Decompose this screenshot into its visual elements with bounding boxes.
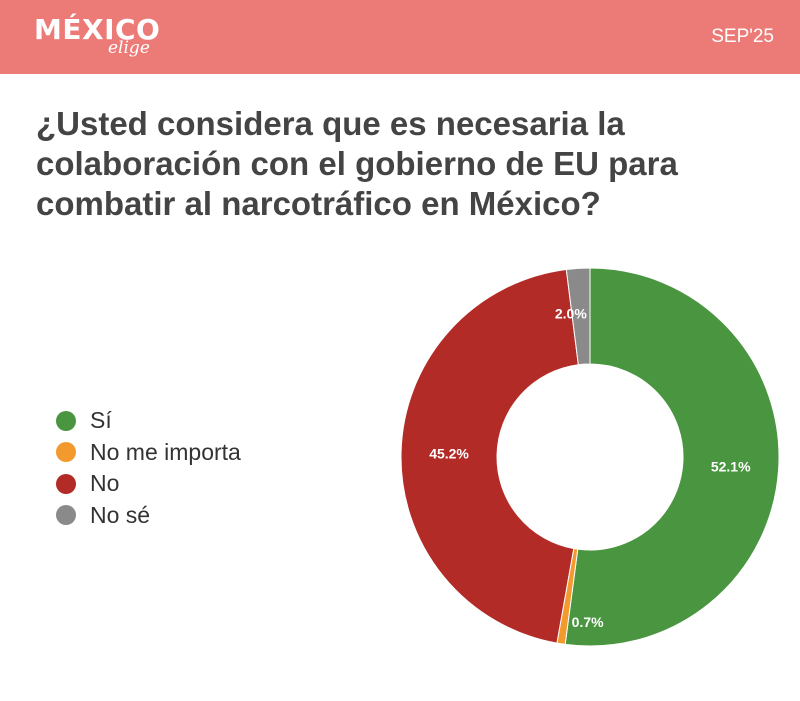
legend-label-no-me-importa: No me importa: [90, 438, 241, 465]
legend-item-no-me-importa: No me importa: [56, 437, 241, 469]
brand-logo: MÉXICO elige: [34, 13, 161, 59]
legend-label-no-se: No sé: [90, 501, 151, 528]
legend-item-no: No: [56, 468, 241, 500]
survey-date: SEP'25: [711, 26, 774, 47]
legend-marker-no-se: [56, 505, 76, 526]
slice-label-no-se: 2.0%: [555, 305, 587, 321]
legend-label-si: Sí: [90, 407, 112, 434]
chart-title: ¿Usted considera que es necesaria la col…: [36, 105, 678, 222]
legend-label-no: No: [90, 470, 120, 497]
brand-tagline: elige: [108, 38, 150, 58]
brand-name: MÉXICO: [34, 13, 161, 46]
donut-slice-si: [564, 267, 780, 647]
slice-label-no-me-importa: 0.7%: [572, 614, 604, 630]
legend-marker-no: [56, 473, 76, 494]
donut-chart: 52.1% 0.7% 45.2% 2.0%: [400, 267, 780, 647]
chart-legend: Sí No me importa No No sé: [56, 405, 241, 531]
header-bar: MÉXICO elige SEP'25: [0, 0, 800, 74]
legend-item-no-se: No sé: [56, 500, 241, 532]
slice-label-si: 52.1%: [711, 458, 751, 474]
legend-marker-no-me-importa: [56, 442, 76, 463]
legend-item-si: Sí: [56, 405, 241, 437]
donut-slice-no-se: [565, 267, 591, 366]
slice-label-no: 45.2%: [429, 445, 469, 461]
donut-slice-no: [400, 268, 579, 644]
legend-marker-si: [56, 410, 76, 431]
